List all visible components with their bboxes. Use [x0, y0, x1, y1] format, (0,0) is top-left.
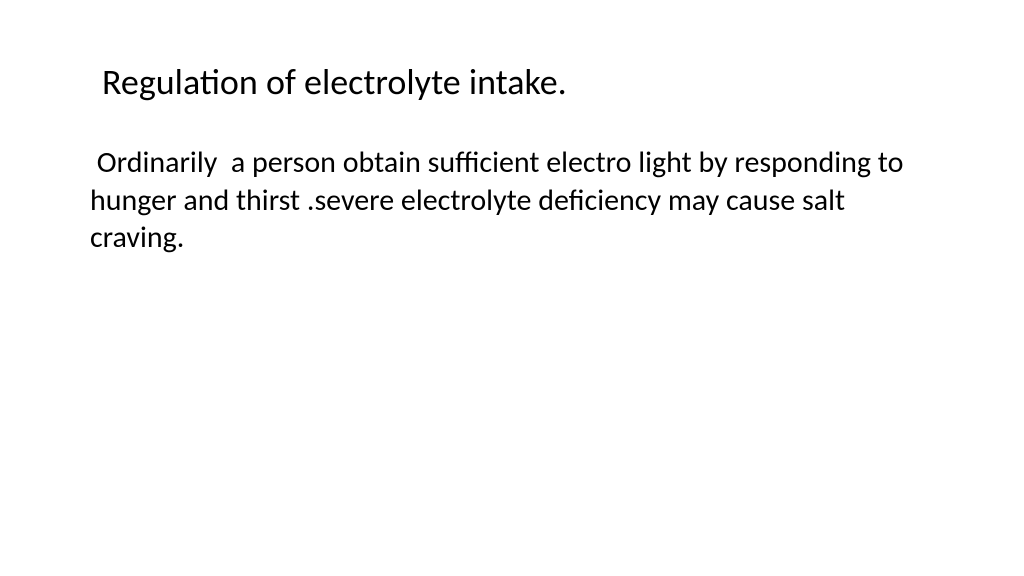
- slide-body-text: Ordinarily a person obtain sufficient el…: [90, 144, 934, 257]
- slide-container: Regulation of electrolyte intake. Ordina…: [0, 0, 1024, 576]
- slide-title: Regulation of electrolyte intake.: [102, 60, 934, 104]
